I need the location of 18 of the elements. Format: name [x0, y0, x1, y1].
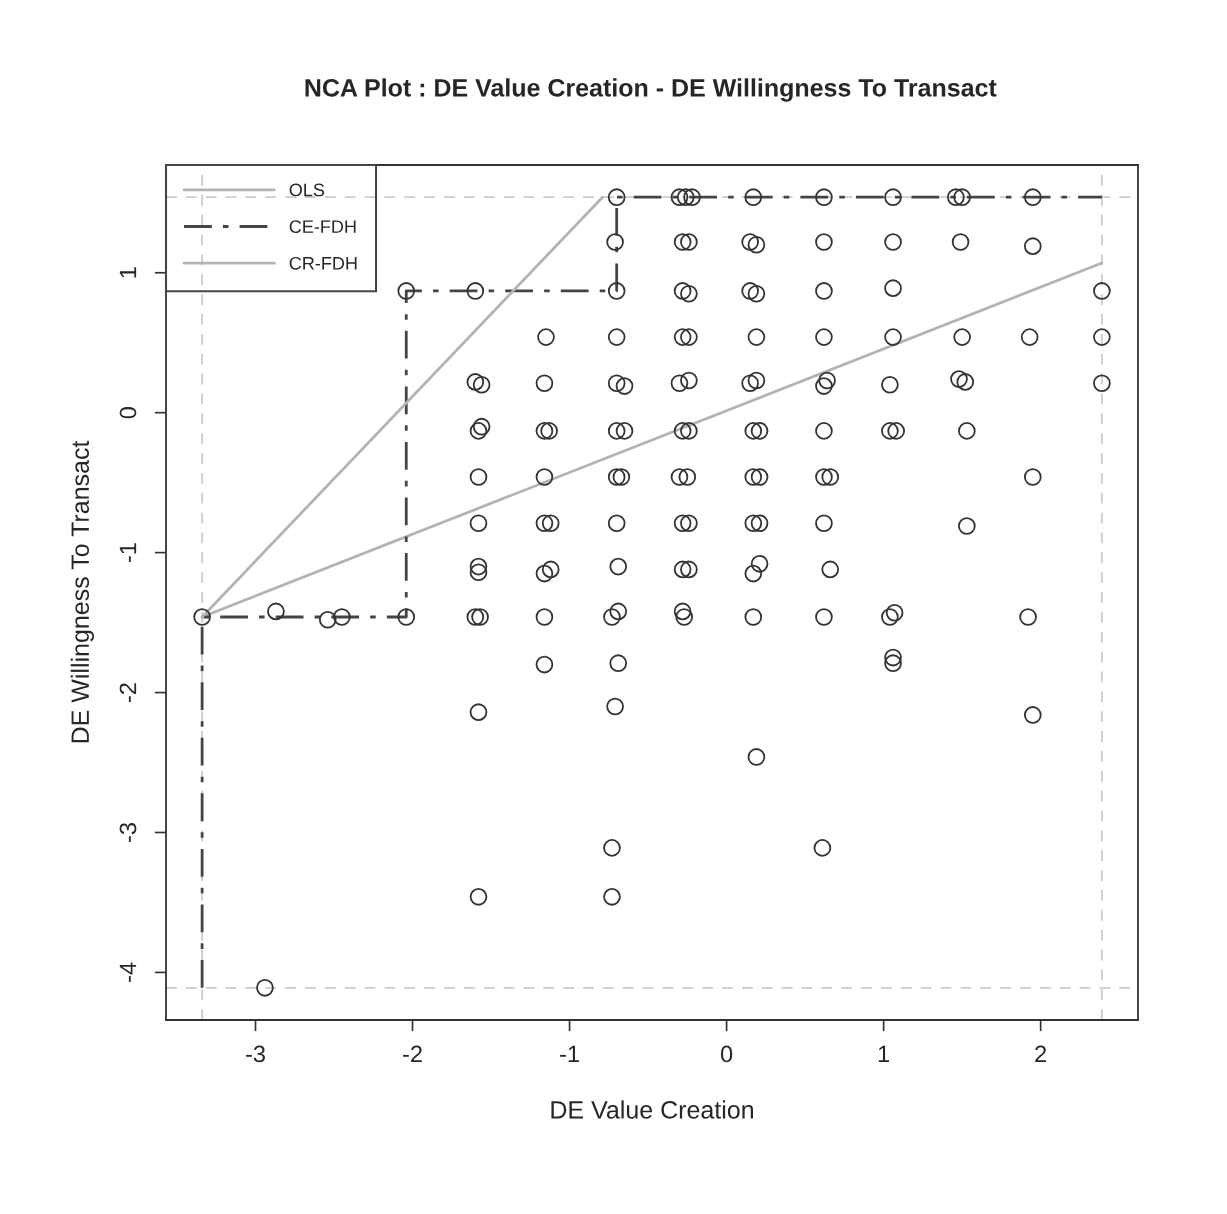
x-axis-title: DE Value Creation: [551, 1100, 753, 1119]
x-tick-label: 1: [878, 1045, 890, 1063]
x-tick-label: -3: [246, 1045, 265, 1063]
legend-label: OLS: [289, 183, 325, 197]
y-tick-label: -4: [119, 962, 137, 982]
chart-title: NCA Plot : DE Value Creation - DE Willingness To Transact: [305, 78, 997, 102]
y-tick-label: -2: [119, 683, 137, 702]
y-tick-label: -1: [119, 543, 137, 563]
legend-label: CR-FDH: [289, 256, 357, 270]
x-tick-label: -1: [560, 1045, 579, 1063]
x-tick-label: -2: [403, 1045, 422, 1063]
y-tick-label: -3: [119, 823, 137, 842]
y-tick-label: 0: [119, 407, 137, 419]
y-tick-label: 1: [119, 267, 137, 278]
y-axis-title: DE Willingness To Transact: [70, 440, 94, 743]
x-tick-label: 0: [720, 1045, 733, 1063]
legend-label: CE-FDH: [289, 220, 356, 234]
x-tick-label: 2: [1035, 1045, 1047, 1063]
